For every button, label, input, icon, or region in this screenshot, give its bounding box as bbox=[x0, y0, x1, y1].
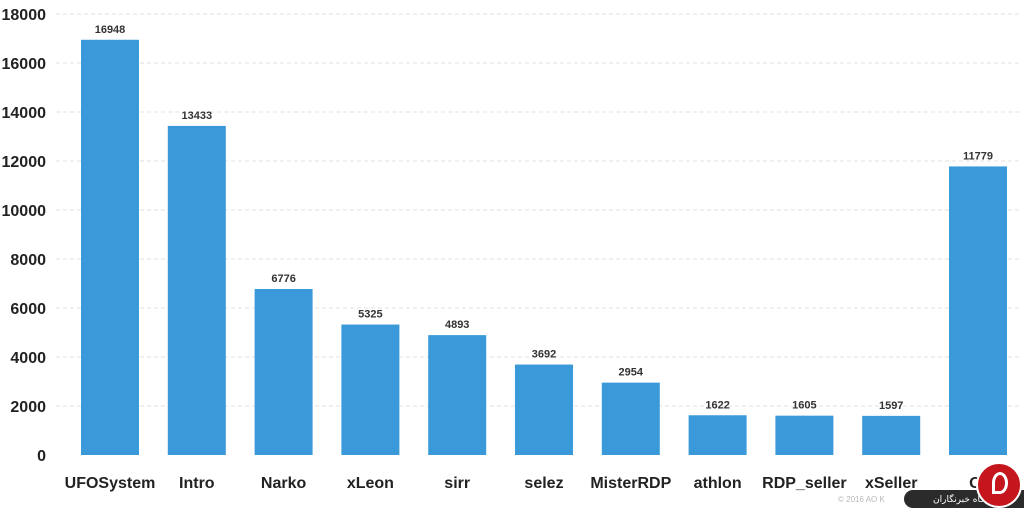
bar bbox=[341, 324, 400, 455]
logo-glyph-icon bbox=[992, 472, 1008, 494]
data-label: 4893 bbox=[445, 319, 469, 331]
bar bbox=[254, 288, 313, 455]
category-label: athlon bbox=[694, 475, 742, 492]
bar bbox=[428, 335, 487, 455]
bars bbox=[81, 39, 1007, 456]
watermark-logo: باشگاه خبرنگاران bbox=[904, 458, 1024, 512]
category-label: Intro bbox=[179, 475, 215, 492]
bar bbox=[862, 415, 921, 455]
data-label: 1622 bbox=[705, 399, 729, 411]
bar bbox=[81, 39, 139, 456]
y-axis-tick-labels: 0 2000 4000 6000 8000 10000 12000 14000 16000 180… bbox=[2, 7, 47, 465]
category-label: RDP_seller bbox=[762, 475, 847, 492]
data-labels: 16948 13433 6776 5325 4893 3692 2954 1622 1605 15… bbox=[95, 24, 993, 412]
bar bbox=[775, 415, 834, 455]
bar bbox=[949, 166, 1007, 456]
watermark-text: باشگاه خبرنگاران bbox=[933, 495, 998, 505]
category-label: selez bbox=[524, 475, 563, 492]
category-label: UFOSystem bbox=[65, 475, 156, 492]
data-label: 2954 bbox=[619, 367, 644, 379]
y-tick-label: 4000 bbox=[10, 350, 46, 367]
category-label: xSeller bbox=[865, 475, 917, 492]
data-label: 16948 bbox=[95, 24, 126, 36]
y-tick-label: 2000 bbox=[10, 399, 46, 416]
data-label: 1597 bbox=[879, 400, 903, 412]
y-tick-label: 14000 bbox=[2, 105, 47, 122]
y-tick-label: 10000 bbox=[2, 203, 47, 220]
data-label: 1605 bbox=[792, 400, 816, 412]
y-tick-label: 0 bbox=[37, 448, 46, 465]
bar bbox=[688, 415, 747, 455]
data-label: 5325 bbox=[358, 309, 382, 321]
y-tick-label: 18000 bbox=[2, 7, 47, 24]
copyright-text: © 2016 AO K bbox=[838, 495, 885, 504]
y-tick-label: 16000 bbox=[2, 56, 47, 73]
category-label: sirr bbox=[444, 475, 470, 492]
category-label: Narko bbox=[261, 475, 307, 492]
bar bbox=[167, 125, 226, 455]
y-tick-label: 8000 bbox=[10, 252, 46, 269]
data-label: 11779 bbox=[963, 150, 993, 162]
y-tick-label: 6000 bbox=[10, 301, 46, 318]
y-tick-label: 12000 bbox=[2, 154, 47, 171]
category-label: xLeon bbox=[347, 475, 394, 492]
data-label: 13433 bbox=[182, 110, 213, 122]
data-label: 6776 bbox=[271, 273, 295, 285]
bar bbox=[601, 382, 660, 455]
x-axis-category-labels: UFOSystem Intro Narko xLeon sirr selez MisterR… bbox=[65, 475, 988, 492]
category-label: MisterRDP bbox=[590, 475, 671, 492]
bar bbox=[515, 364, 573, 455]
data-label: 3692 bbox=[532, 349, 556, 361]
logo-circle-icon bbox=[976, 462, 1022, 508]
